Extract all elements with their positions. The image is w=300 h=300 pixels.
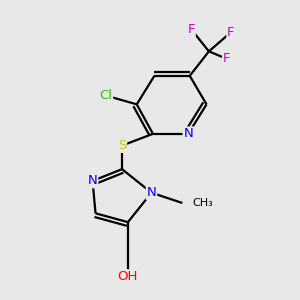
Text: N: N [147, 186, 156, 199]
Text: S: S [118, 139, 126, 152]
Text: F: F [223, 52, 230, 65]
Text: OH: OH [118, 270, 138, 283]
Text: F: F [227, 26, 235, 39]
Text: F: F [188, 23, 195, 36]
Text: CH₃: CH₃ [193, 198, 213, 208]
Text: Cl: Cl [99, 89, 112, 102]
Text: N: N [183, 127, 193, 140]
Text: N: N [88, 174, 98, 188]
